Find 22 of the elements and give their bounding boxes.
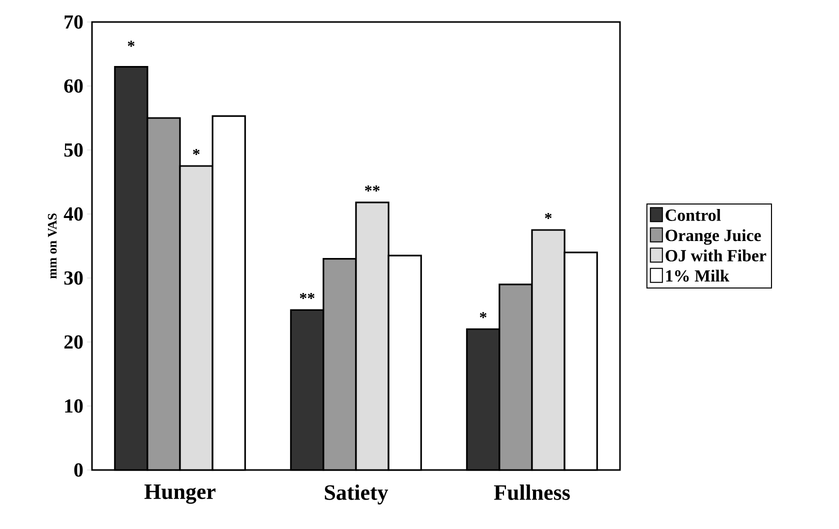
annotation: **	[364, 185, 380, 192]
y-tick-label: 20	[64, 335, 83, 349]
y-tick-label: 70	[64, 15, 83, 29]
legend-label: Orange Juice	[666, 229, 761, 245]
annotation: *	[544, 212, 552, 219]
y-tick-label: 40	[64, 207, 83, 221]
y-tick-label: 10	[65, 399, 83, 413]
legend-label: Control	[666, 209, 721, 221]
annotation: **	[300, 292, 314, 299]
y-tick-label: 60	[64, 79, 83, 93]
y-tick-label: 30	[64, 271, 83, 285]
annotation: *	[480, 312, 486, 318]
x-tick-label: Fullness	[494, 484, 570, 500]
legend-label: OJ with Fiber	[666, 249, 766, 262]
y-tick-label: 0	[74, 463, 83, 477]
y-tick-label: 50	[64, 143, 83, 157]
annotation: *	[192, 148, 200, 155]
y-axis-title: mm on VAS	[48, 214, 57, 279]
annotation: *	[128, 40, 134, 47]
x-tick-label: Satiety	[324, 484, 388, 504]
x-tick-label: Hunger	[144, 484, 216, 504]
legend-label: 1% Milk	[666, 270, 730, 282]
